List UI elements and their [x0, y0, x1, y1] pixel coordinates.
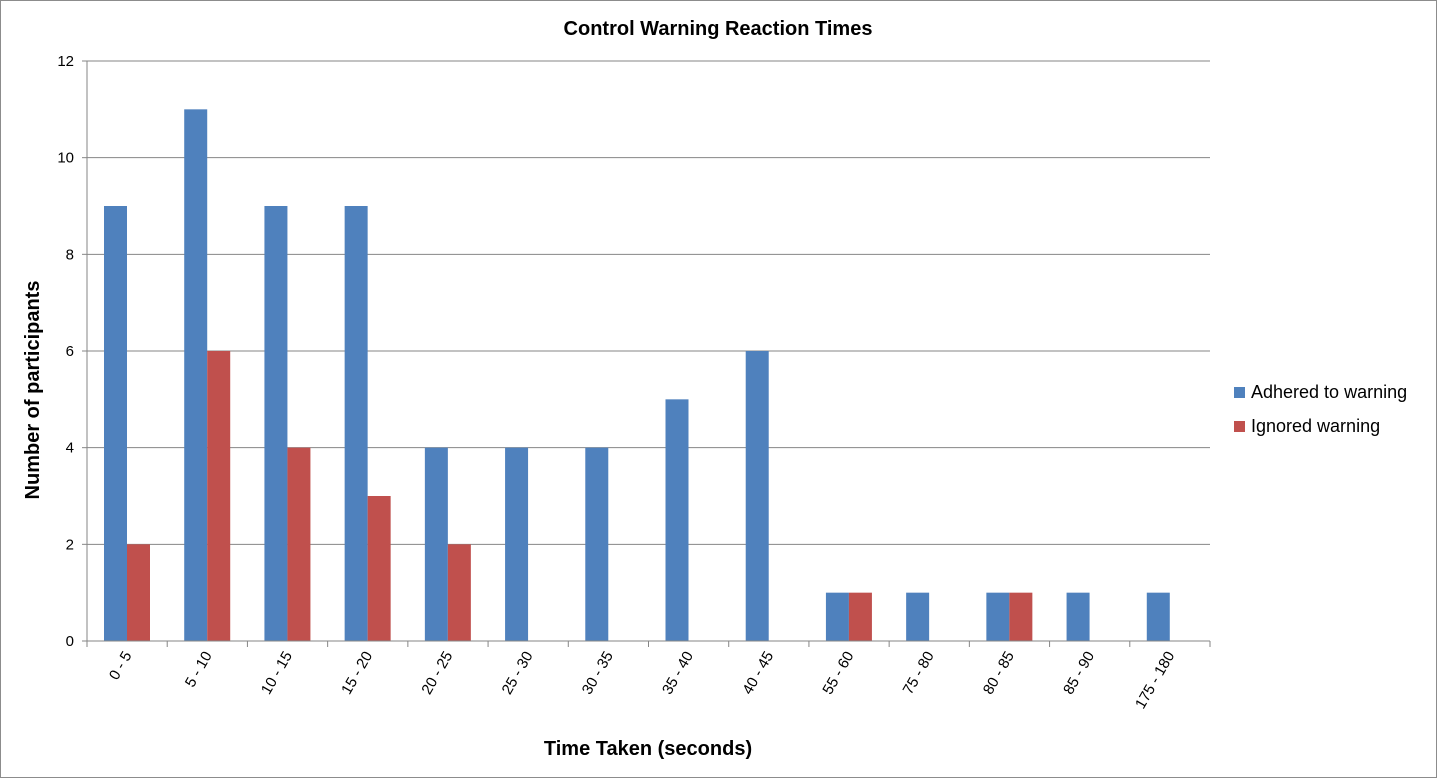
legend-swatch	[1234, 421, 1245, 432]
y-tick-label: 8	[66, 246, 74, 263]
x-tick-label: 20 - 25	[418, 649, 456, 698]
y-tick-label: 2	[66, 536, 74, 553]
bar-ignored	[287, 447, 311, 641]
chart-title: Control Warning Reaction Times	[564, 18, 873, 40]
y-axis-title: Number of participants	[22, 281, 44, 500]
x-tick-label: 85 - 90	[1060, 649, 1098, 698]
x-tick-label: 15 - 20	[338, 649, 376, 698]
bar-adhered	[344, 206, 368, 641]
bar-adhered	[665, 399, 689, 641]
x-tick-label: 55 - 60	[819, 649, 857, 698]
bar-adhered	[264, 206, 288, 641]
bar-ignored	[848, 592, 872, 641]
bar-adhered	[1066, 592, 1090, 641]
x-tick-label: 30 - 35	[579, 649, 617, 698]
x-axis-title: Time Taken (seconds)	[544, 738, 752, 760]
bar-ignored	[367, 496, 391, 641]
bar-adhered	[505, 447, 529, 641]
y-tick-label: 6	[66, 343, 74, 360]
bar-adhered	[745, 351, 769, 641]
y-tick-label: 12	[57, 53, 74, 70]
x-tick-label: 40 - 45	[739, 649, 777, 698]
y-tick-label: 0	[66, 633, 74, 650]
bar-adhered	[825, 592, 849, 641]
bar-adhered	[1146, 592, 1170, 641]
x-tick-label: 10 - 15	[258, 649, 296, 698]
bar-adhered	[986, 592, 1010, 641]
axes	[86, 61, 1210, 642]
bar-adhered	[585, 447, 609, 641]
x-tick-label: 25 - 30	[499, 649, 537, 698]
bar-ignored	[207, 351, 231, 641]
legend-label: Adhered to warning	[1251, 382, 1407, 402]
y-tick-label: 4	[66, 440, 74, 457]
x-tick-label: 35 - 40	[659, 649, 697, 698]
x-tick-label: 80 - 85	[980, 649, 1018, 698]
y-axis-ticks: 0 2 4 6 8 10 12	[57, 53, 87, 650]
bar-ignored	[1009, 592, 1033, 641]
x-tick-label: 5 - 10	[182, 649, 216, 691]
x-axis-ticks: 0 - 5 5 - 10 10 - 15 15 - 20 20 - 25 25 - 30 3…	[86, 641, 1211, 712]
bar-adhered	[104, 206, 127, 641]
bar-adhered	[424, 447, 448, 641]
legend-swatch	[1234, 387, 1245, 398]
legend-label: Ignored warning	[1251, 416, 1380, 436]
x-tick-label: 175 - 180	[1132, 649, 1178, 712]
bar-ignored	[127, 544, 150, 641]
x-tick-label: 75 - 80	[900, 649, 938, 698]
bars	[104, 109, 1170, 642]
y-tick-label: 10	[57, 150, 74, 167]
legend: Adhered to warning Ignored warning	[1234, 382, 1407, 436]
bar-ignored	[447, 544, 471, 641]
bar-adhered	[906, 592, 930, 641]
x-tick-label: 0 - 5	[106, 649, 136, 683]
gridlines	[87, 60, 1210, 545]
bar-adhered	[184, 109, 208, 642]
